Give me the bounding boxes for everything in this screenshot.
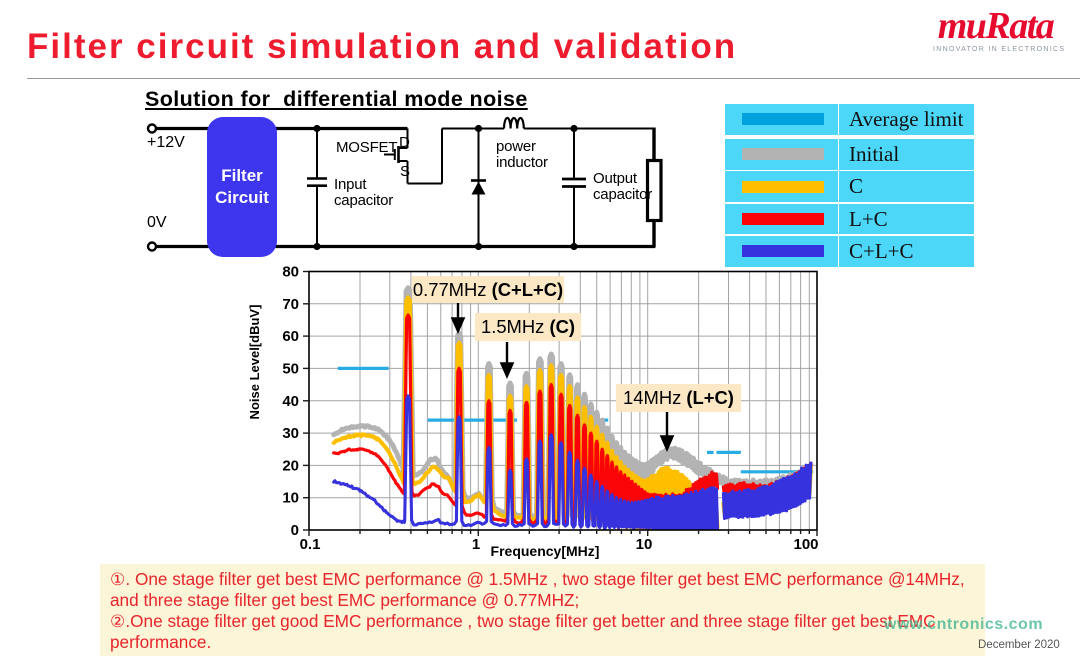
svg-text:30: 30 (282, 425, 299, 442)
svg-text:70: 70 (282, 296, 299, 313)
svg-text:Noise Level[dBuV]: Noise Level[dBuV] (247, 305, 262, 420)
svg-text:60: 60 (282, 328, 299, 345)
svg-text:100: 100 (793, 536, 818, 553)
svg-text:80: 80 (282, 264, 299, 281)
svg-text:10: 10 (282, 490, 299, 507)
svg-text:Frequency[MHz]: Frequency[MHz] (491, 543, 600, 559)
svg-text:40: 40 (282, 393, 299, 410)
svg-text:20: 20 (282, 457, 299, 474)
svg-text:0.1: 0.1 (300, 536, 321, 553)
svg-text:0: 0 (291, 522, 299, 539)
svg-text:10: 10 (636, 536, 653, 553)
svg-text:50: 50 (282, 360, 299, 377)
svg-text:1: 1 (472, 536, 480, 553)
